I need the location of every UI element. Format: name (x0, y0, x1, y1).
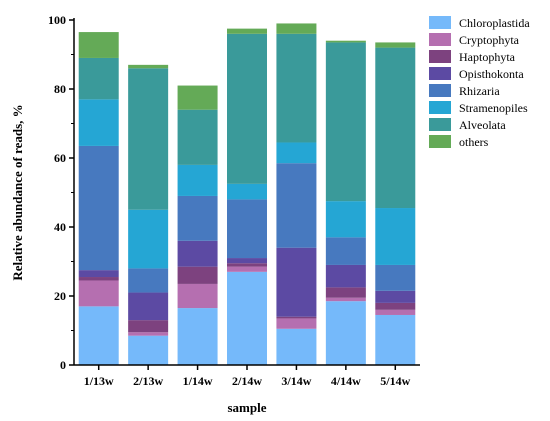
bar-segment (227, 28, 267, 34)
x-tick-label: 4/14w (331, 374, 361, 388)
y-tick-label: 40 (54, 220, 66, 234)
bar-segment (276, 33, 317, 143)
x-tick-label: 1/13w (84, 374, 114, 388)
x-tick-label: 2/13w (133, 374, 163, 388)
bar-segment (128, 209, 169, 269)
bar-segment (276, 142, 317, 164)
bar-segment (177, 240, 218, 267)
bar-segment (227, 266, 267, 272)
bar-segment (177, 308, 218, 365)
bar-segment (227, 199, 267, 259)
bar-segment (375, 47, 416, 209)
bar-segment (128, 64, 169, 69)
legend-swatch (429, 135, 451, 148)
bar-segment (276, 247, 317, 317)
legend-swatch (429, 16, 451, 29)
legend-label: others (459, 135, 489, 149)
y-ticks: 0 20 40 60 80 100 (48, 13, 74, 372)
legend-label: Haptophyta (459, 50, 516, 64)
legend-label: Stramenopiles (459, 101, 528, 115)
legend-swatch (429, 84, 451, 97)
bar-segment (78, 99, 119, 146)
legend-swatch (429, 33, 451, 46)
legend-label: Alveolata (459, 118, 506, 132)
bar-segment (325, 40, 366, 43)
bar-segment (227, 33, 267, 184)
legend-label: Opisthokonta (459, 67, 524, 81)
bar-segment (177, 164, 218, 196)
bar-segment (276, 23, 317, 34)
legend-swatch (429, 67, 451, 80)
bar-segment (325, 237, 366, 265)
bar-segment (78, 32, 119, 58)
bars-layer (78, 23, 416, 365)
bar-segment (128, 68, 169, 210)
y-tick-label: 60 (54, 151, 66, 165)
y-tick-label: 100 (48, 13, 66, 27)
bar-segment (128, 268, 169, 293)
bar-segment (177, 266, 218, 284)
bar-segment (325, 264, 366, 288)
bar-segment (375, 302, 416, 310)
y-tick-label: 0 (60, 358, 66, 372)
bar-segment (325, 287, 366, 298)
bar-segment (375, 309, 416, 315)
x-ticks: 1/13w 2/13w 1/14w 2/14w 3/14w 4/14w 5/14w (84, 365, 411, 388)
bar-segment (78, 280, 119, 307)
bar-segment (325, 301, 366, 365)
bar-segment (128, 335, 169, 365)
x-tick-label: 5/14w (380, 374, 410, 388)
bar-segment (375, 264, 416, 291)
legend-label: Cryptophyta (459, 33, 520, 47)
x-tick-label: 3/14w (281, 374, 311, 388)
bar-segment (128, 320, 169, 333)
bar-segment (276, 316, 317, 319)
bar-segment (177, 283, 218, 309)
bar-segment (375, 314, 416, 365)
bar-segment (325, 201, 366, 238)
bar-segment (375, 42, 416, 48)
bar-segment (227, 263, 267, 267)
bar-segment (276, 328, 317, 365)
legend-swatch (429, 50, 451, 63)
bar-segment (177, 109, 218, 165)
legend-label: Chloroplastida (459, 16, 530, 30)
bar-segment (78, 277, 119, 281)
bar-segment (325, 297, 366, 302)
bar-segment (78, 306, 119, 365)
y-axis-title: Relative abundance of reads, % (10, 104, 25, 280)
bar-segment (375, 208, 416, 265)
bar-segment (227, 183, 267, 200)
x-tick-label: 2/14w (232, 374, 262, 388)
bar-segment (227, 271, 267, 365)
bar-segment (375, 290, 416, 303)
bar-segment (177, 195, 218, 241)
y-tick-label: 80 (54, 82, 66, 96)
bar-segment (276, 318, 317, 329)
legend-swatch (429, 101, 451, 114)
bar-segment (276, 163, 317, 248)
bar-segment (177, 85, 218, 110)
legend: Chloroplastida Cryptophyta Haptophyta Opist… (429, 16, 530, 149)
bar-segment (78, 57, 119, 100)
bar-segment (128, 332, 169, 336)
legend-swatch (429, 118, 451, 131)
bar-segment (78, 270, 119, 278)
legend-label: Rhizaria (459, 84, 500, 98)
bar-segment (325, 42, 366, 202)
x-axis-title: sample (228, 400, 267, 415)
y-tick-label: 20 (54, 289, 66, 303)
bar-segment (128, 292, 169, 321)
bar-segment (78, 145, 119, 271)
x-tick-label: 1/14w (183, 374, 213, 388)
bar-segment (227, 258, 267, 264)
